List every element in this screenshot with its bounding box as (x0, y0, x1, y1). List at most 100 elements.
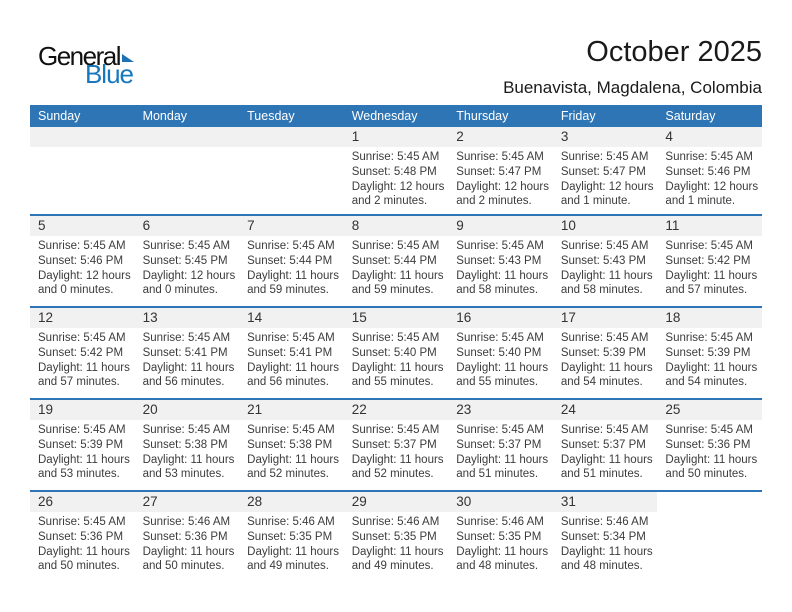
title-block: October 2025 Buenavista, Magdalena, Colo… (503, 36, 762, 98)
day-detail-line: Sunrise: 5:45 AM (351, 240, 440, 252)
day-detail-line: Sunset: 5:39 PM (665, 346, 751, 359)
day-detail-line: Daylight: 11 hours (38, 545, 130, 558)
day-number: 24 (552, 400, 658, 420)
day-number: 11 (657, 216, 762, 236)
day-detail-line: and 57 minutes. (38, 376, 120, 389)
day-detail-line: Sunrise: 5:45 AM (38, 240, 126, 252)
day-detail-line: and 0 minutes. (142, 284, 218, 297)
day-header-thursday: Thursday (456, 109, 509, 123)
calendar-day-cell: 4 Sunrise: 5:45 AM Sunset: 5:46 PM Dayligh… (657, 127, 762, 214)
day-detail-line: Sunrise: 5:45 AM (351, 151, 440, 163)
day-details: Sunrise: 5:46 AM Sunset: 5:35 PM Daylight:… (344, 512, 449, 574)
day-details: Sunrise: 5:45 AM Sunset: 5:42 PM Daylight:… (657, 236, 762, 298)
logo-triangle-icon (122, 54, 134, 62)
day-details: Sunrise: 5:45 AM Sunset: 5:39 PM Daylight:… (553, 328, 658, 390)
day-header-friday: Friday (560, 109, 596, 123)
day-detail-line: Sunrise: 5:46 AM (560, 516, 649, 528)
day-details: Sunrise: 5:45 AM Sunset: 5:46 PM Daylight:… (30, 236, 135, 298)
day-detail-line: and 52 minutes. (351, 468, 434, 481)
day-detail-line: Sunset: 5:47 PM (560, 165, 646, 178)
calendar-day-cell: 3 Sunrise: 5:45 AM Sunset: 5:47 PM Dayligh… (552, 127, 658, 214)
day-detail-line: Sunrise: 5:45 AM (38, 424, 126, 436)
day-details: Sunrise: 5:46 AM Sunset: 5:35 PM Daylight:… (448, 512, 553, 574)
day-detail-line: Sunset: 5:43 PM (560, 254, 646, 267)
day-detail-line: Daylight: 11 hours (247, 269, 339, 282)
day-detail-line: Sunset: 5:38 PM (247, 438, 333, 451)
day-header-saturday: Saturday (665, 109, 716, 123)
day-detail-line: Sunrise: 5:46 AM (142, 516, 231, 528)
calendar-day-cell: 19 Sunrise: 5:45 AM Sunset: 5:39 PM Daylig… (30, 400, 135, 490)
day-detail-line: and 59 minutes. (351, 284, 434, 297)
calendar-day-cell: 13 Sunrise: 5:45 AM Sunset: 5:41 PM Daylig… (134, 308, 240, 398)
day-number: 6 (134, 216, 240, 236)
day-detail-line: Sunrise: 5:45 AM (665, 240, 753, 252)
calendar-day-cell (134, 127, 240, 214)
day-detail-line: Daylight: 11 hours (142, 545, 235, 558)
day-details: Sunrise: 5:45 AM Sunset: 5:37 PM Daylight:… (344, 420, 449, 482)
day-details: Sunrise: 5:45 AM Sunset: 5:37 PM Daylight:… (553, 420, 658, 482)
day-number: 23 (448, 400, 553, 420)
day-detail-line: Daylight: 11 hours (560, 269, 653, 282)
day-detail-line: Sunset: 5:42 PM (38, 346, 124, 359)
day-detail-line: Sunset: 5:42 PM (665, 254, 751, 267)
day-detail-line: Sunrise: 5:45 AM (560, 332, 649, 344)
day-number (239, 127, 344, 147)
day-detail-line: Sunset: 5:46 PM (38, 254, 124, 267)
logo-text-general: General (38, 41, 122, 71)
calendar-day-cell: 8 Sunrise: 5:45 AM Sunset: 5:44 PM Dayligh… (343, 216, 449, 306)
day-detail-line: Daylight: 11 hours (665, 453, 758, 466)
calendar-day-cell: 14 Sunrise: 5:45 AM Sunset: 5:41 PM Daylig… (239, 308, 344, 398)
day-details: Sunrise: 5:46 AM Sunset: 5:36 PM Daylight:… (135, 512, 240, 574)
day-details: Sunrise: 5:45 AM Sunset: 5:41 PM Daylight:… (239, 328, 344, 390)
day-detail-line: Daylight: 11 hours (665, 361, 758, 374)
day-detail-line: Sunset: 5:40 PM (351, 346, 437, 359)
calendar-day-cell: 29 Sunrise: 5:46 AM Sunset: 5:35 PM Daylig… (343, 492, 449, 582)
day-details: Sunrise: 5:45 AM Sunset: 5:45 PM Daylight:… (135, 236, 240, 298)
day-detail-line: and 54 minutes. (560, 376, 643, 389)
calendar-day-cell: 2 Sunrise: 5:45 AM Sunset: 5:47 PM Dayligh… (448, 127, 553, 214)
day-details: Sunrise: 5:45 AM Sunset: 5:39 PM Daylight:… (30, 420, 135, 482)
calendar-body: 1 Sunrise: 5:45 AM Sunset: 5:48 PM Dayligh… (30, 127, 762, 582)
day-detail-line: and 58 minutes. (560, 284, 643, 297)
day-detail-line: Sunset: 5:46 PM (665, 165, 751, 178)
day-detail-line: and 57 minutes. (665, 284, 748, 297)
day-detail-line: and 49 minutes. (247, 560, 329, 573)
day-details: Sunrise: 5:45 AM Sunset: 5:47 PM Daylight:… (448, 147, 553, 209)
page-title: October 2025 (586, 36, 762, 68)
day-detail-line: Sunset: 5:37 PM (456, 438, 542, 451)
day-detail-line: Sunset: 5:37 PM (560, 438, 646, 451)
day-number: 8 (343, 216, 449, 236)
calendar-day-cell (239, 127, 344, 214)
page-subtitle: Buenavista, Magdalena, Colombia (503, 78, 762, 97)
day-detail-line: Sunset: 5:48 PM (351, 165, 437, 178)
day-details (135, 147, 240, 150)
day-detail-line: Daylight: 11 hours (456, 453, 549, 466)
day-detail-line: Sunset: 5:39 PM (38, 438, 124, 451)
week-row: 12 Sunrise: 5:45 AM Sunset: 5:42 PM Daylig… (30, 306, 762, 398)
day-number: 14 (239, 308, 344, 328)
calendar-day-cell: 24 Sunrise: 5:45 AM Sunset: 5:37 PM Daylig… (552, 400, 658, 490)
day-detail-line: Sunset: 5:41 PM (142, 346, 228, 359)
day-details (30, 147, 135, 150)
day-detail-line: and 2 minutes. (351, 195, 428, 208)
day-detail-line: and 53 minutes. (38, 468, 120, 481)
day-header-monday: Monday (142, 109, 188, 123)
day-detail-line: Sunrise: 5:45 AM (351, 332, 440, 344)
day-number: 9 (448, 216, 553, 236)
day-detail-line: Daylight: 11 hours (38, 453, 130, 466)
day-detail-line: and 49 minutes. (351, 560, 434, 573)
calendar-day-cell: 5 Sunrise: 5:45 AM Sunset: 5:46 PM Dayligh… (30, 216, 135, 306)
general-blue-logo: General Blue (38, 41, 134, 87)
day-number: 15 (343, 308, 449, 328)
day-detail-line: Daylight: 11 hours (560, 545, 653, 558)
day-number: 10 (552, 216, 658, 236)
day-detail-line: Sunset: 5:45 PM (142, 254, 228, 267)
day-details: Sunrise: 5:45 AM Sunset: 5:37 PM Daylight:… (448, 420, 553, 482)
week-row: 26 Sunrise: 5:45 AM Sunset: 5:36 PM Daylig… (30, 490, 762, 582)
day-number: 22 (343, 400, 449, 420)
day-number: 17 (552, 308, 658, 328)
day-detail-line: Daylight: 12 hours (560, 180, 654, 193)
calendar-day-cell: 9 Sunrise: 5:45 AM Sunset: 5:43 PM Dayligh… (448, 216, 553, 306)
calendar: Sunday Monday Tuesday Wednesday Thursday Frid… (30, 105, 762, 582)
week-row: 1 Sunrise: 5:45 AM Sunset: 5:48 PM Dayligh… (30, 127, 762, 214)
